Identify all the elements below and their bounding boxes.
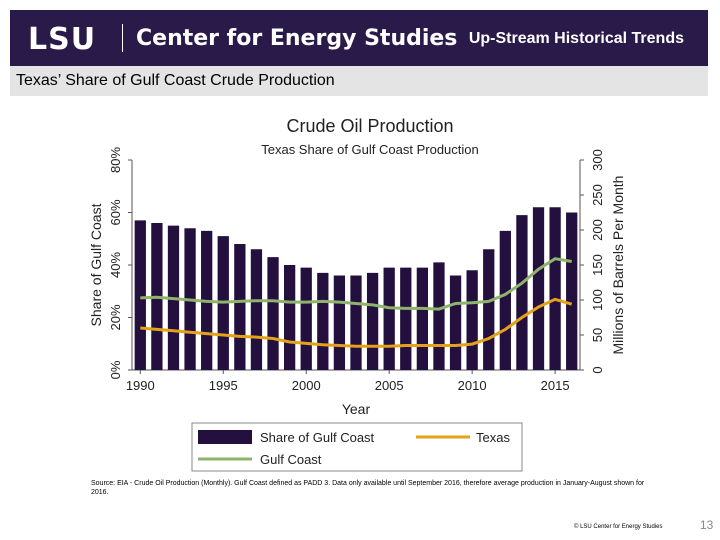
- bar-2011: [483, 249, 495, 370]
- bar-2012: [499, 230, 511, 370]
- bar-2014: [532, 207, 545, 370]
- right-axis-label: Millions of Barrels Per Month: [610, 176, 626, 355]
- slide-section-title: Up-Stream Historical Trends: [468, 30, 684, 47]
- bar-2008: [433, 262, 445, 370]
- bar-2015: [549, 207, 561, 370]
- x-tick-label: 2005: [375, 378, 404, 393]
- right-tick-label: 50: [590, 328, 605, 342]
- bar-2006: [400, 267, 412, 370]
- bar-2003: [350, 275, 362, 370]
- bar-2001: [317, 272, 329, 370]
- bar-1990: [134, 220, 146, 370]
- bar-1996: [234, 244, 246, 370]
- left-axis-label: Share of Gulf Coast: [88, 203, 104, 326]
- legend-label-gulf: Gulf Coast: [260, 452, 322, 467]
- right-tick-label: 150: [590, 254, 605, 276]
- bar-1998: [267, 257, 279, 370]
- x-tick-label: 2010: [458, 378, 487, 393]
- bar-2007: [416, 267, 429, 370]
- legend-swatch-share: [198, 430, 252, 444]
- bar-2004: [366, 272, 379, 370]
- chart-title: Crude Oil Production: [286, 116, 453, 136]
- x-tick-label: 2015: [541, 378, 570, 393]
- legend-label-texas: Texas: [476, 430, 510, 445]
- chart-subtitle: Texas Share of Gulf Coast Production: [261, 142, 479, 157]
- subtitle-bar: Texas’ Share of Gulf Coast Crude Product…: [10, 66, 708, 96]
- bar-2013: [516, 215, 528, 370]
- page-number: 13: [700, 518, 714, 532]
- bar-2002: [333, 275, 346, 370]
- right-tick-label: 100: [590, 289, 605, 311]
- x-axis-label: Year: [342, 401, 371, 417]
- x-tick-label: 2000: [292, 378, 321, 393]
- header-bar: LSU Center for Energy Studies Up-Stream …: [10, 10, 708, 66]
- texas-line: [140, 297, 573, 348]
- lsu-logo: LSU: [28, 22, 97, 57]
- legend-label-share: Share of Gulf Coast: [260, 430, 375, 445]
- right-tick-label: 0: [590, 366, 605, 373]
- left-tick-label: 40%: [108, 252, 123, 278]
- x-tick-label: 1990: [126, 378, 155, 393]
- right-tick-label: 200: [590, 219, 605, 241]
- left-tick-label: 80%: [108, 147, 123, 173]
- logo-divider: [122, 24, 123, 52]
- bar-1999: [283, 265, 296, 370]
- x-tick-label: 1995: [209, 378, 238, 393]
- bar-2005: [383, 267, 395, 370]
- left-tick-label: 20%: [108, 304, 123, 330]
- bar-2010: [466, 270, 478, 370]
- bar-2000: [300, 267, 312, 370]
- copyright: © LSU Center for Energy Studies: [574, 524, 663, 530]
- bar-1997: [250, 249, 263, 370]
- left-tick-label: 60%: [108, 199, 123, 225]
- bar-2016: [566, 212, 578, 370]
- right-tick-label: 250: [590, 184, 605, 206]
- bar-2009: [449, 275, 462, 370]
- source-note: Source: EIA - Crude Oil Production (Mont…: [91, 480, 645, 496]
- right-tick-label: 300: [590, 149, 605, 171]
- gulf-coast-line: [140, 257, 572, 311]
- crude-oil-production-chart: Crude Oil Production Texas Share of Gulf …: [88, 116, 626, 472]
- center-name: Center for Energy Studies: [136, 26, 458, 51]
- left-tick-label: 0%: [108, 360, 123, 379]
- slide-title: Texas’ Share of Gulf Coast Crude Product…: [16, 72, 335, 89]
